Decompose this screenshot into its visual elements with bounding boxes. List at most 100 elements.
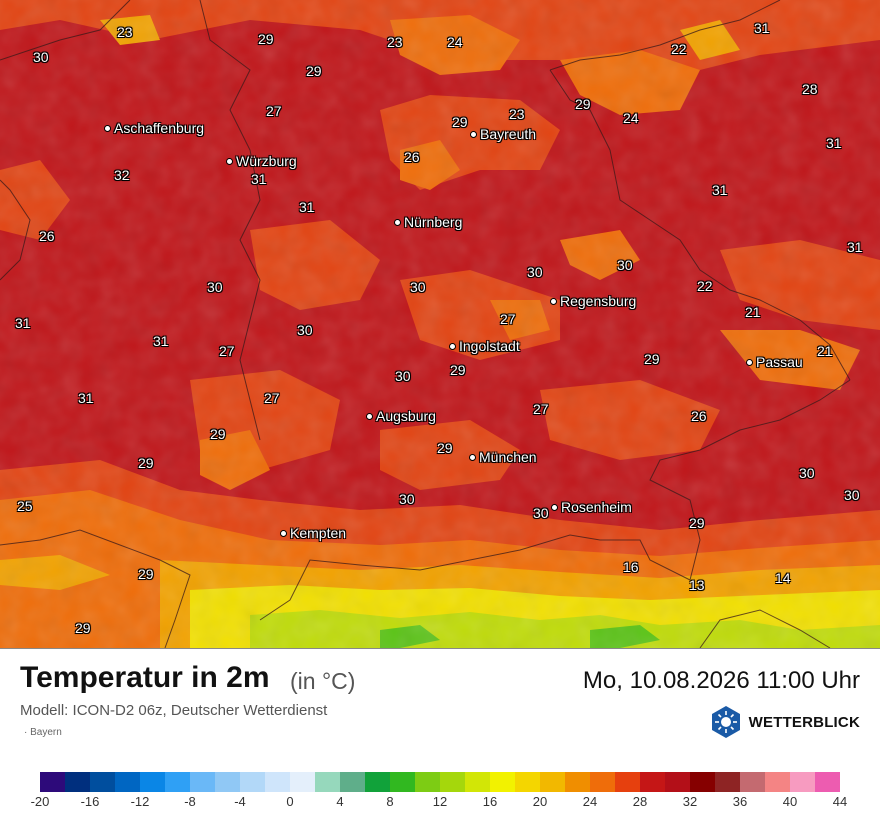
temperature-value: 29 — [452, 114, 468, 130]
temperature-value: 31 — [15, 315, 31, 331]
legend-swatch — [765, 772, 790, 792]
legend-swatch — [640, 772, 665, 792]
temperature-value: 22 — [697, 278, 713, 294]
temperature-value: 21 — [817, 343, 833, 359]
temperature-value: 27 — [219, 343, 235, 359]
temperature-value: 27 — [500, 311, 516, 327]
legend-swatch — [240, 772, 265, 792]
color-scale-ticks: -20 -16 -12 -8 -4 0 4 8 12 16 20 24 28 32 36 40 44 — [31, 794, 848, 810]
legend-swatch — [715, 772, 740, 792]
temperature-value: 31 — [712, 182, 728, 198]
city-marker: Augsburg — [366, 409, 436, 423]
legend-tick-label: 8 — [386, 794, 394, 809]
temperature-value: 23 — [509, 106, 525, 122]
temperature-value: 31 — [153, 333, 169, 349]
city-name: Aschaffenburg — [114, 120, 205, 136]
legend-tick-label: 20 — [532, 794, 548, 809]
administrative-borders — [0, 0, 851, 648]
city-marker: Passau — [746, 355, 803, 369]
legend-tick-label: -12 — [130, 794, 150, 809]
temperature-value: 30 — [33, 49, 49, 65]
city-marker: Kempten — [280, 526, 346, 540]
temperature-value: 31 — [251, 171, 267, 187]
color-scale — [40, 772, 840, 792]
city-dot-icon — [469, 453, 476, 461]
legend-swatch — [165, 772, 190, 792]
city-dot-icon — [366, 412, 373, 420]
temperature-value: 13 — [689, 577, 705, 593]
legend-swatch — [140, 772, 165, 792]
legend-swatch — [290, 772, 315, 792]
legend-tick-label: -4 — [234, 794, 246, 809]
city-marker: Regensburg — [550, 294, 636, 308]
temperature-value: 30 — [399, 491, 415, 507]
city-dot-icon — [550, 297, 557, 305]
legend-tick-label: 12 — [432, 794, 448, 809]
city-marker: Rosenheim — [551, 500, 632, 514]
forecast-datetime: Mo, 10.08.2026 11:00 Uhr — [582, 667, 860, 694]
legend-tick-label: 24 — [582, 794, 598, 809]
model-source: Modell: ICON-D2 06z, Deutscher Wetterdie… — [20, 702, 328, 719]
legend-swatch — [390, 772, 415, 792]
legend-tick-label: 40 — [782, 794, 798, 809]
temperature-value: 29 — [306, 63, 322, 79]
map-title: Temperatur in 2m — [20, 661, 270, 694]
temperature-value: 23 — [387, 34, 403, 50]
city-name: Ingolstadt — [459, 338, 520, 354]
legend-swatch — [440, 772, 465, 792]
legend-swatch — [690, 772, 715, 792]
city-marker: München — [469, 450, 537, 464]
temperature-value: 22 — [671, 41, 687, 57]
legend-tick-label: 28 — [632, 794, 648, 809]
city-marker: Ingolstadt — [449, 339, 520, 353]
legend-swatch — [565, 772, 590, 792]
city-dot-icon — [449, 342, 456, 350]
temperature-value: 30 — [533, 505, 549, 521]
city-name: Augsburg — [376, 408, 436, 424]
temperature-value: 27 — [264, 390, 280, 406]
temperature-value: 26 — [404, 149, 420, 165]
temperature-value: 29 — [258, 31, 274, 47]
temperature-field — [0, 0, 880, 648]
city-name: Passau — [756, 354, 803, 370]
temperature-value: 29 — [689, 515, 705, 531]
legend-swatch — [90, 772, 115, 792]
legend-swatch — [215, 772, 240, 792]
city-marker: Nürnberg — [394, 215, 462, 229]
temperature-value: 30 — [527, 264, 543, 280]
city-name: Würzburg — [236, 153, 297, 169]
legend-swatch — [615, 772, 640, 792]
temperature-value: 29 — [75, 620, 91, 636]
temperature-value: 31 — [299, 199, 315, 215]
legend-tick-label: 36 — [732, 794, 748, 809]
legend-swatch — [365, 772, 390, 792]
city-name: Bayreuth — [480, 126, 537, 142]
legend-tick-label: 44 — [832, 794, 848, 809]
city-dot-icon — [551, 503, 558, 511]
temperature-value: 26 — [691, 408, 707, 424]
city-marker: Würzburg — [226, 154, 297, 168]
sun-snowflake-hexagon-icon — [711, 706, 740, 738]
temperature-value: 26 — [39, 228, 55, 244]
temperature-value: 24 — [447, 34, 463, 50]
info-panel: Temperatur in 2m (in °C) Mo, 10.08.2026 … — [0, 648, 880, 830]
temperature-value: 29 — [450, 362, 466, 378]
legend-tick-label: 4 — [336, 794, 344, 809]
legend-swatch — [815, 772, 840, 792]
temperature-value: 28 — [802, 81, 818, 97]
legend-swatch — [665, 772, 690, 792]
temperature-value: 30 — [207, 279, 223, 295]
legend-swatch — [515, 772, 540, 792]
brand-logo[interactable]: WETTERBLICK — [709, 705, 860, 739]
legend-tick-label: 32 — [682, 794, 698, 809]
temperature-value: 30 — [410, 279, 426, 295]
legend-tick-label: 16 — [482, 794, 498, 809]
legend-swatch — [790, 772, 815, 792]
legend-swatch — [540, 772, 565, 792]
temperature-value: 31 — [754, 20, 770, 36]
legend-swatch — [65, 772, 90, 792]
temperature-map: 23 29 23 24 31 30 22 29 27 28 23 29 29 2… — [0, 0, 880, 648]
temperature-value: 27 — [533, 401, 549, 417]
temperature-value: 29 — [210, 426, 226, 442]
temperature-value: 24 — [623, 110, 639, 126]
